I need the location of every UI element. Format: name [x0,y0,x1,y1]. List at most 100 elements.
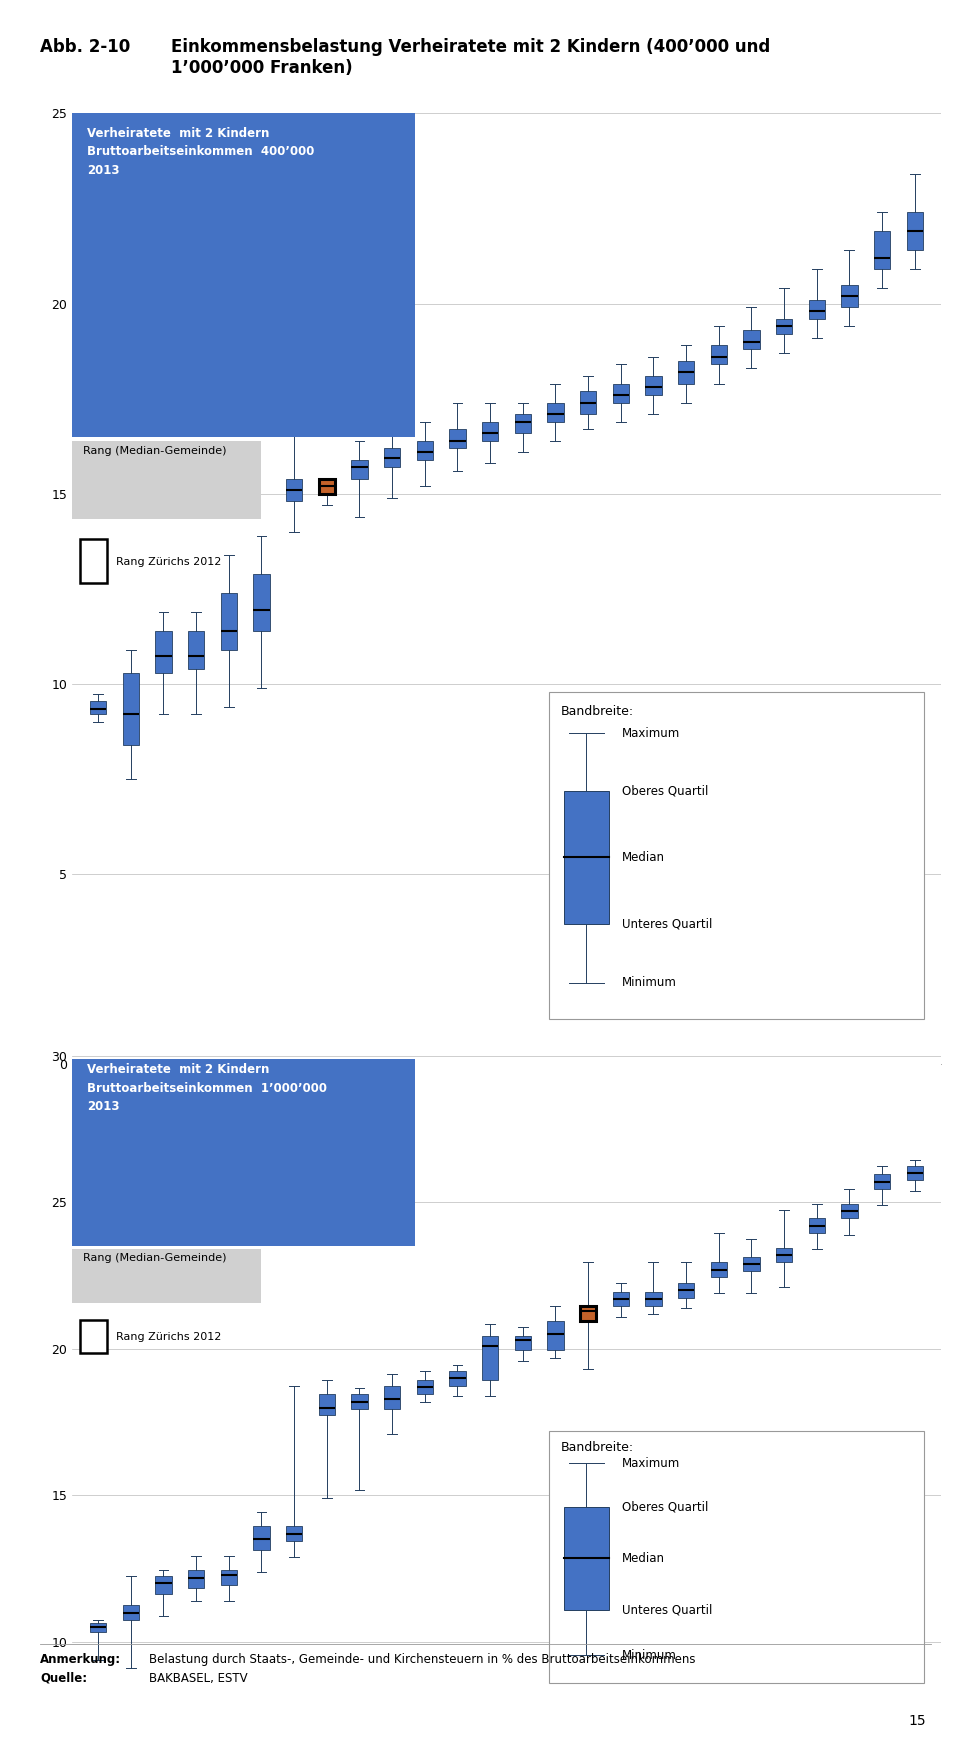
Bar [286,1527,302,1541]
Text: GL: GL [287,1124,301,1134]
Text: Rang (Median-Gemeinde): Rang (Median-Gemeinde) [84,447,227,455]
Text: Median: Median [622,1551,665,1565]
Bar [515,414,531,433]
Bar [564,790,610,923]
Text: Abb. 2-10: Abb. 2-10 [40,38,131,56]
Bar [253,1527,270,1550]
Bar [612,384,629,403]
Text: BL: BL [778,1124,790,1134]
Text: Rang Zürichs 2012: Rang Zürichs 2012 [116,1331,222,1342]
Bar [351,1394,368,1408]
Bar [156,1576,172,1593]
Bar [156,630,172,672]
Bar [841,1204,857,1218]
Bar [645,1291,661,1307]
Bar [81,1319,107,1354]
Text: Rang Zürichs 2012: Rang Zürichs 2012 [116,557,222,567]
Bar [253,574,270,630]
Bar [81,539,107,583]
Text: Bandbreite:: Bandbreite: [561,1441,634,1454]
Bar [123,1605,139,1619]
Text: Median: Median [622,850,665,864]
Bar [776,319,792,333]
Text: Unteres Quartil: Unteres Quartil [622,1604,712,1616]
Bar [188,1570,204,1588]
Text: 1’000’000 Franken): 1’000’000 Franken) [171,59,352,77]
Bar [580,391,596,414]
Bar [564,1508,610,1611]
Bar [72,440,261,518]
Text: ZH: ZH [320,1124,334,1134]
Text: Maximum: Maximum [622,728,681,740]
Bar [710,346,727,365]
Text: Minimum: Minimum [622,975,677,989]
Bar [678,1283,694,1298]
Text: NW: NW [220,1124,238,1134]
Text: Anmerkung:: Anmerkung: [40,1653,122,1665]
Bar [808,1218,825,1234]
Bar [710,1262,727,1277]
Bar [678,361,694,384]
Text: BAKBASEL, ESTV: BAKBASEL, ESTV [149,1672,248,1684]
Bar [72,113,415,436]
Bar [547,1321,564,1351]
Text: GE: GE [613,1124,628,1134]
Text: Verheiratete  mit 2 Kindern
Bruttoarbeitseinkommen  400’000
2013: Verheiratete mit 2 Kindern Bruttoarbeits… [86,127,314,176]
Bar [417,440,433,459]
Text: TG: TG [418,1124,432,1134]
Bar [612,1291,629,1307]
Bar [319,478,335,494]
Text: SG: SG [679,1124,693,1134]
Bar [221,593,237,649]
Text: LU: LU [353,1124,366,1134]
Bar [319,478,335,494]
Text: BS: BS [516,1124,530,1134]
Text: TI: TI [551,1124,560,1134]
Bar [906,213,923,250]
Text: Verheiratete  mit 2 Kindern
Bruttoarbeitseinkommen  1’000’000
2013: Verheiratete mit 2 Kindern Bruttoarbeits… [86,1063,326,1113]
Bar [417,1380,433,1394]
Bar [449,1372,466,1386]
Text: Oberes Quartil: Oberes Quartil [622,784,708,797]
Text: GR: GR [384,1124,399,1134]
Text: AR: AR [450,1124,465,1134]
Bar [580,1307,596,1321]
Bar [645,375,661,394]
Bar [808,300,825,319]
Bar [90,1623,107,1632]
Bar [580,1307,596,1321]
Text: Unteres Quartil: Unteres Quartil [622,918,712,930]
Bar [72,1059,415,1246]
Text: Einkommensbelastung Verheiratete mit 2 Kindern (400’000 und: Einkommensbelastung Verheiratete mit 2 K… [171,38,770,56]
Bar [90,701,107,714]
Bar [874,1174,890,1188]
Text: VD: VD [711,1124,727,1134]
Text: 15: 15 [909,1714,926,1728]
Text: Belastung durch Staats-, Gemeinde- und Kirchensteuern in % des Bruttoarbeitseink: Belastung durch Staats-, Gemeinde- und K… [149,1653,695,1665]
Bar [549,1431,924,1684]
Text: NE: NE [907,1124,922,1134]
Text: SO: SO [744,1124,758,1134]
Text: Quelle:: Quelle: [40,1672,87,1684]
Bar [547,403,564,422]
Text: Rang (Median-Gemeinde): Rang (Median-Gemeinde) [84,1253,227,1263]
Bar [286,478,302,501]
Text: Oberes Quartil: Oberes Quartil [622,1501,708,1513]
Bar [549,691,924,1019]
Text: SH: SH [581,1124,595,1134]
Bar [221,1570,237,1584]
Text: Maximum: Maximum [622,1457,681,1469]
Bar [384,448,400,468]
Bar [776,1248,792,1262]
Bar [188,630,204,668]
Bar [515,1335,531,1351]
Text: SZ: SZ [124,1124,137,1134]
Bar [841,284,857,307]
Bar [743,330,759,349]
Bar [482,1335,498,1380]
Text: OW: OW [155,1124,173,1134]
Bar [72,1249,261,1304]
Text: FR: FR [810,1124,823,1134]
Text: BE: BE [843,1124,856,1134]
Bar [123,672,139,745]
